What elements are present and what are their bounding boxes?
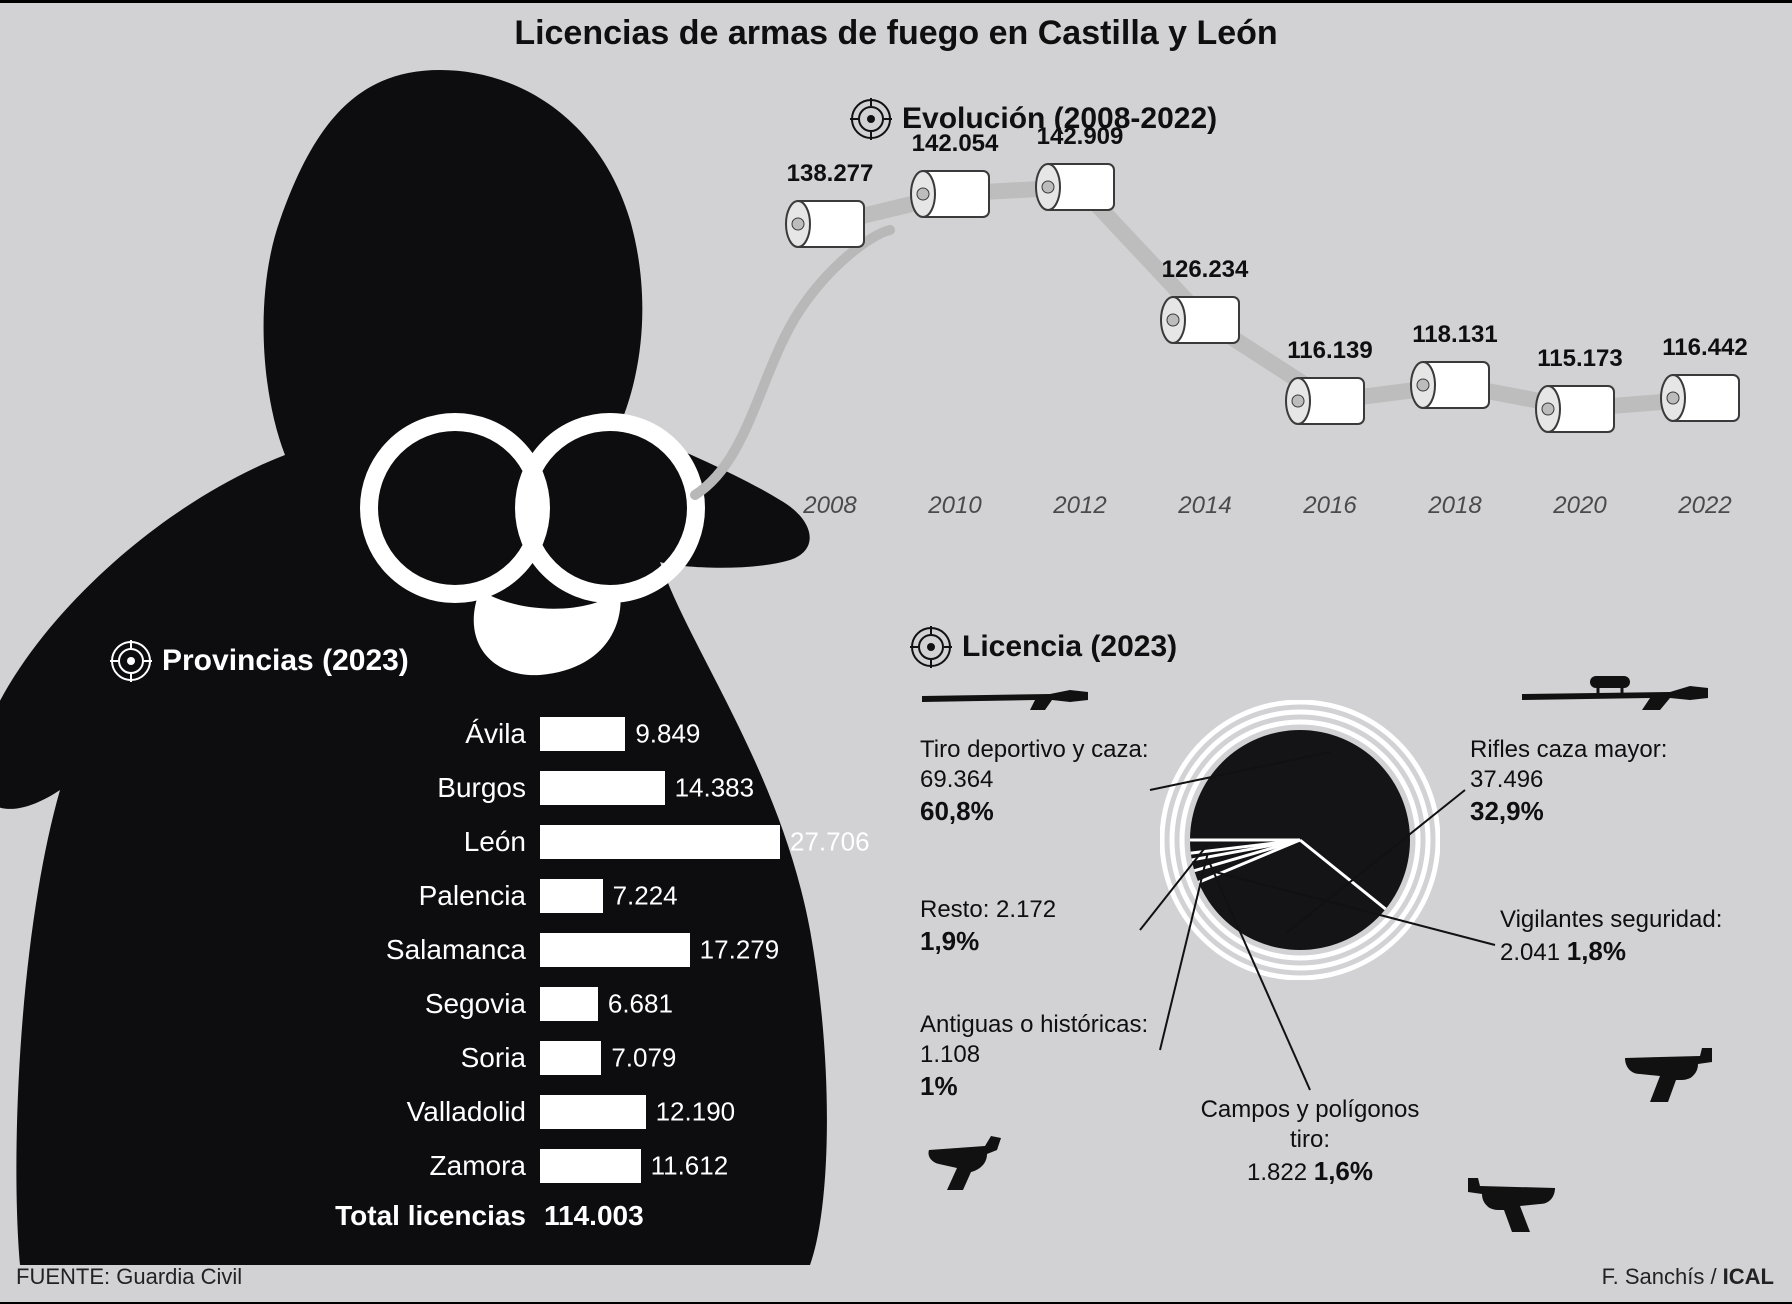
pie-label-antiguas: Antiguas o históricas: 1.108 1%: [920, 1010, 1160, 1103]
source: FUENTE: Guardia Civil: [16, 1264, 242, 1290]
pie-label-vigilantes: Vigilantes seguridad: 2.041 1,8%: [1500, 905, 1730, 968]
credit: F. Sanchís / ICAL: [1602, 1264, 1774, 1290]
pie-leaders: [0, 0, 1792, 1304]
pie-label-tiro: Tiro deportivo y caza: 69.364 60,8%: [920, 735, 1150, 828]
pie-label-resto: Resto: 2.172 1,9%: [920, 895, 1140, 958]
pie-label-rifles: Rifles caza mayor: 37.496 32,9%: [1470, 735, 1700, 828]
pie-label-campos: Campos y polígonos tiro: 1.822 1,6%: [1190, 1095, 1430, 1188]
